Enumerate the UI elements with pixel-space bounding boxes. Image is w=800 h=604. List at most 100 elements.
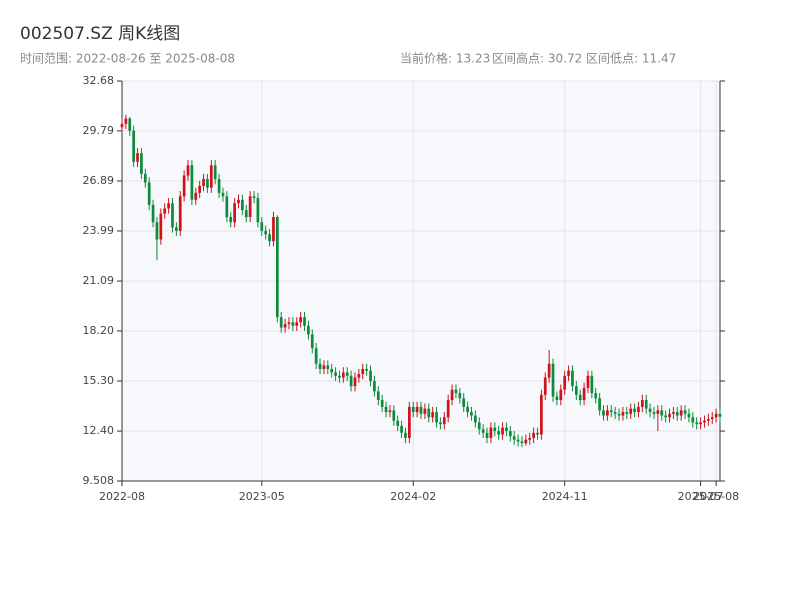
candle-body — [198, 185, 202, 193]
candle-body — [578, 394, 582, 401]
y-tick-label: 26.89 — [83, 174, 115, 187]
y-tick-label: 12.40 — [83, 424, 115, 437]
candle-body — [155, 222, 159, 240]
candle-body — [435, 412, 438, 423]
candle-body — [454, 389, 458, 394]
candle-body — [598, 398, 601, 411]
candle-body — [345, 372, 349, 376]
y-tick-label: 23.99 — [83, 224, 115, 237]
candle-body — [477, 422, 481, 430]
candle-body — [466, 406, 469, 413]
candle-body — [357, 374, 361, 378]
candle-body — [291, 322, 295, 326]
candle-body — [687, 413, 691, 418]
candle-body — [225, 196, 229, 218]
candle-body — [307, 325, 310, 335]
candle-body — [283, 324, 287, 328]
candle-body — [373, 381, 376, 392]
candle-body — [508, 431, 512, 437]
candle-body — [555, 396, 559, 401]
y-tick-label: 32.68 — [83, 74, 115, 87]
candle-body — [652, 412, 656, 414]
candle-body — [419, 406, 423, 414]
candle-body — [310, 334, 314, 349]
candle-body — [252, 196, 256, 199]
candle-body — [407, 406, 411, 438]
candle-body — [186, 165, 190, 176]
candle-body — [194, 192, 198, 200]
candle-body — [427, 408, 431, 418]
x-tick-label: 2025-07 — [678, 490, 724, 503]
candle-body — [613, 412, 617, 414]
candle-body — [563, 375, 567, 390]
candle-body — [260, 222, 264, 231]
candle-body — [431, 412, 435, 418]
candle-body — [606, 410, 609, 416]
candle-body — [710, 417, 714, 419]
candle-body — [334, 372, 337, 376]
info-current: 当前价格: 13.23 — [400, 51, 490, 66]
candle-body — [683, 410, 687, 414]
candle-body — [664, 415, 667, 418]
candle-body — [380, 400, 384, 407]
candle-body — [404, 432, 407, 438]
candle-body — [625, 412, 629, 414]
candle-body — [512, 436, 516, 440]
candle-body — [582, 387, 586, 401]
candle-body — [411, 406, 415, 413]
x-tick-label: 2023-05 — [239, 490, 285, 503]
candle-body — [660, 410, 664, 416]
candle-body — [124, 118, 128, 124]
y-tick-label: 18.20 — [83, 324, 115, 337]
candle-body — [147, 182, 151, 205]
candle-body — [159, 213, 163, 240]
candle-body — [559, 389, 563, 401]
candle-body — [190, 165, 194, 200]
candle-body — [392, 410, 396, 421]
candle-body — [303, 317, 306, 326]
candle-body — [202, 179, 205, 186]
candle-body — [489, 427, 493, 438]
candle-body — [341, 372, 345, 378]
candle-body — [637, 406, 640, 413]
candle-body — [244, 210, 248, 218]
candle-body — [376, 391, 380, 401]
candle-body — [672, 412, 675, 414]
candle-body — [163, 208, 167, 214]
candle-body — [151, 204, 155, 223]
candle-body — [505, 427, 508, 432]
candle-body — [237, 199, 240, 204]
candle-body — [264, 230, 268, 235]
candle-body — [182, 175, 186, 197]
candle-body — [629, 408, 633, 414]
candle-body — [384, 406, 388, 413]
candle-body — [528, 437, 532, 440]
candle-body — [617, 413, 621, 416]
candle-body — [567, 370, 570, 376]
y-tick-label: 21.09 — [83, 274, 115, 287]
candle-body — [217, 179, 221, 193]
candle-body — [609, 410, 613, 413]
candle-body — [446, 400, 450, 418]
candle-body — [318, 363, 322, 369]
candle-body — [415, 406, 419, 413]
candle-body — [520, 441, 524, 444]
candle-body — [213, 165, 217, 180]
candle-body — [365, 368, 368, 371]
candle-body — [462, 398, 466, 407]
candle-body — [497, 431, 501, 435]
candle-body — [574, 386, 578, 395]
candle-body — [423, 408, 427, 414]
candle-body — [268, 234, 271, 242]
candle-body — [640, 400, 644, 407]
candle-body — [536, 432, 539, 435]
y-tick-label: 29.79 — [83, 124, 115, 137]
candle-body — [272, 217, 275, 242]
candle-body — [571, 370, 574, 387]
candle-body — [679, 410, 683, 416]
candle-body — [369, 370, 372, 382]
candle-body — [485, 432, 489, 438]
candle-body — [586, 375, 590, 388]
